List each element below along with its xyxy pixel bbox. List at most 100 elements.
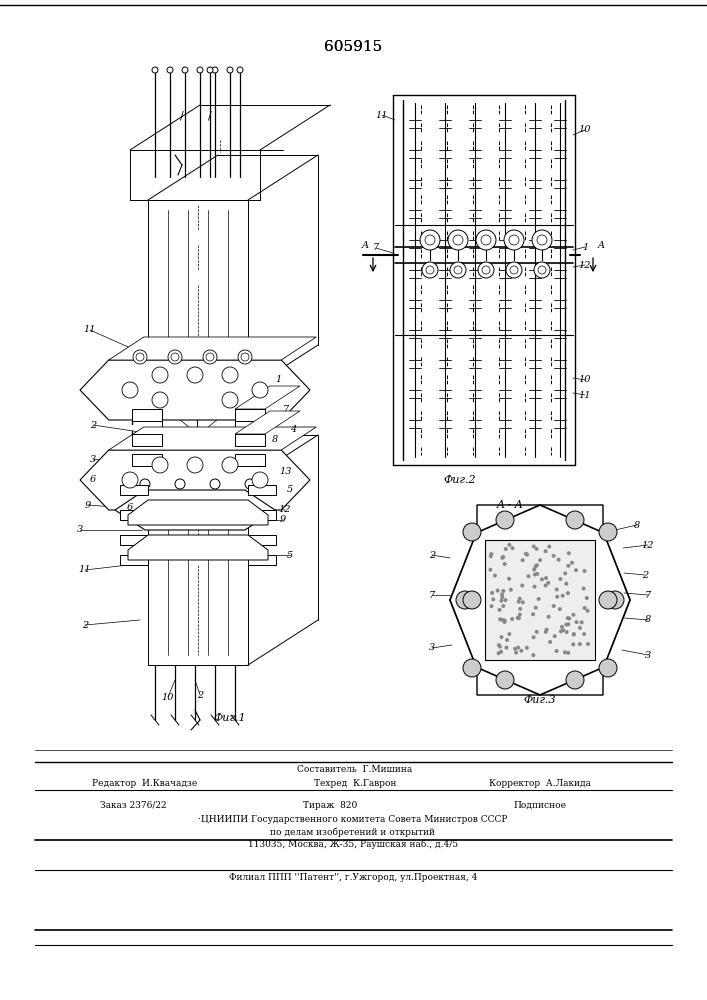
Text: 8: 8 [634, 520, 640, 530]
Circle shape [510, 546, 515, 550]
Circle shape [227, 67, 233, 73]
Circle shape [463, 591, 481, 609]
Text: 605915: 605915 [324, 40, 382, 54]
Circle shape [544, 576, 548, 580]
Text: 9: 9 [85, 500, 91, 510]
Circle shape [463, 659, 481, 677]
Circle shape [540, 577, 544, 581]
Circle shape [136, 353, 144, 361]
Circle shape [450, 262, 466, 278]
Circle shape [210, 479, 220, 489]
Circle shape [564, 582, 568, 586]
Circle shape [575, 620, 578, 624]
Polygon shape [235, 411, 300, 434]
Circle shape [583, 606, 587, 610]
Text: 113035, Москва, Ж-35, Раушская наб., д.4/5: 113035, Москва, Ж-35, Раушская наб., д.4… [248, 839, 458, 849]
Circle shape [532, 230, 552, 250]
Circle shape [555, 588, 559, 592]
Circle shape [533, 572, 537, 576]
Circle shape [571, 613, 575, 617]
Circle shape [556, 558, 561, 562]
Circle shape [206, 353, 214, 361]
Circle shape [585, 596, 589, 600]
Text: 12: 12 [279, 506, 291, 514]
Circle shape [558, 607, 562, 611]
Text: 10: 10 [162, 692, 174, 702]
Circle shape [510, 617, 514, 621]
Polygon shape [120, 535, 148, 545]
Circle shape [187, 367, 203, 383]
Text: 9: 9 [280, 516, 286, 524]
Circle shape [425, 235, 435, 245]
Circle shape [544, 584, 548, 588]
Circle shape [537, 235, 547, 245]
Circle shape [422, 262, 438, 278]
Circle shape [518, 613, 522, 617]
Circle shape [489, 554, 493, 558]
Circle shape [168, 350, 182, 364]
Circle shape [503, 619, 507, 623]
Circle shape [463, 523, 481, 541]
Circle shape [582, 587, 585, 591]
Text: 3: 3 [90, 456, 96, 464]
Circle shape [599, 591, 617, 609]
Circle shape [551, 554, 556, 558]
Circle shape [574, 568, 578, 572]
Text: 8: 8 [645, 615, 651, 624]
Circle shape [122, 472, 138, 488]
Circle shape [527, 574, 530, 578]
Text: 4: 4 [290, 426, 296, 434]
Circle shape [567, 616, 571, 620]
Circle shape [498, 645, 502, 649]
Circle shape [498, 617, 502, 621]
Circle shape [566, 651, 571, 655]
Circle shape [207, 67, 213, 73]
Circle shape [544, 549, 547, 553]
Circle shape [501, 595, 504, 599]
Text: 7: 7 [429, 590, 435, 599]
Circle shape [508, 543, 511, 547]
Text: ·ЦНИИПИ Государственного комитета Совета Министров СССР: ·ЦНИИПИ Государственного комитета Совета… [198, 816, 508, 824]
Text: 10: 10 [579, 375, 591, 384]
Text: Фиг.2: Фиг.2 [444, 475, 477, 485]
Circle shape [513, 647, 517, 651]
Circle shape [567, 551, 571, 555]
Text: 3: 3 [77, 526, 83, 534]
Circle shape [551, 604, 556, 608]
Circle shape [520, 649, 523, 653]
Circle shape [175, 479, 185, 489]
Circle shape [555, 595, 559, 599]
Text: 7: 7 [373, 243, 379, 252]
Circle shape [572, 632, 576, 636]
Circle shape [501, 618, 505, 622]
Text: Заказ 2376/22: Заказ 2376/22 [100, 800, 167, 810]
Circle shape [171, 353, 179, 361]
Circle shape [508, 632, 511, 636]
Circle shape [535, 572, 539, 576]
Polygon shape [128, 535, 268, 560]
Text: 2: 2 [90, 420, 96, 430]
Circle shape [525, 646, 529, 650]
Circle shape [426, 266, 434, 274]
Circle shape [501, 589, 506, 593]
Polygon shape [80, 360, 310, 420]
Circle shape [454, 266, 462, 274]
Circle shape [516, 646, 520, 650]
Polygon shape [235, 454, 265, 466]
Circle shape [518, 597, 522, 601]
Circle shape [566, 622, 571, 626]
Circle shape [520, 583, 524, 587]
Polygon shape [128, 500, 268, 525]
Text: Тираж  820: Тираж 820 [303, 800, 357, 810]
Circle shape [537, 597, 541, 601]
Circle shape [561, 594, 565, 598]
Text: Корректор  А.Лакида: Корректор А.Лакида [489, 778, 591, 788]
Text: 2: 2 [197, 690, 203, 700]
Circle shape [534, 262, 550, 278]
Circle shape [564, 623, 568, 627]
Circle shape [167, 67, 173, 73]
Circle shape [560, 625, 564, 629]
Circle shape [496, 589, 500, 593]
Circle shape [503, 562, 507, 566]
Circle shape [187, 457, 203, 473]
